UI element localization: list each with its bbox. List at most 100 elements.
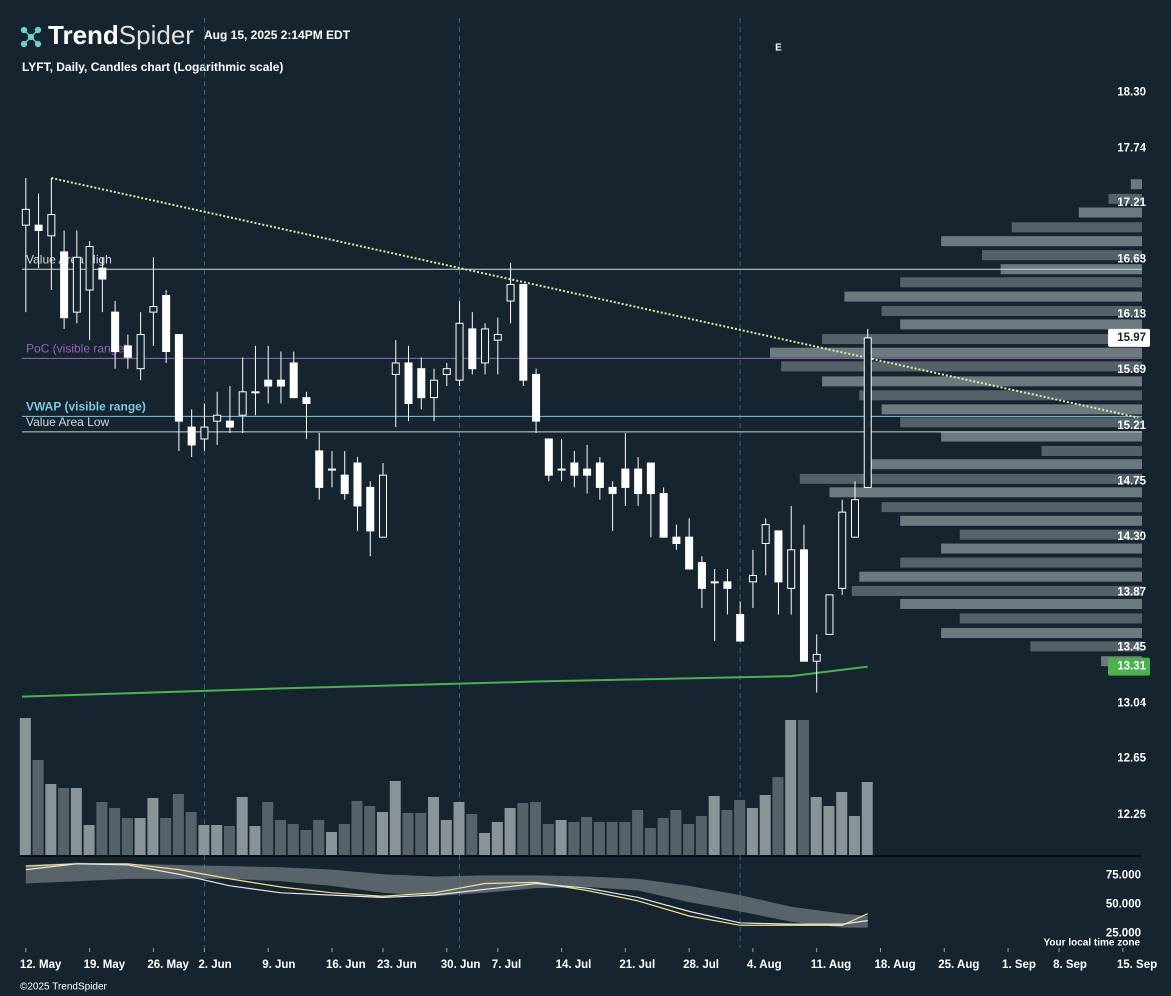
y-tick-label: 16.18 [1117,308,1146,320]
profile-bar [900,277,1142,288]
candle-body [34,224,43,231]
y-tick-label: 14.30 [1117,531,1146,543]
volume-bar [619,822,631,855]
candle-body [659,493,668,538]
candle-body [276,379,285,387]
candle-body [136,334,145,370]
candle-body [774,530,783,583]
x-tick-label: 2. Jun [198,959,231,971]
volume-bar [836,792,848,855]
candle-body [557,468,566,471]
candle-body [60,251,69,319]
candle-body [289,362,298,399]
profile-bar [941,431,1142,442]
volume-bar [415,813,427,855]
volume-bar [58,788,70,855]
profile-bar [1011,222,1142,233]
profile-bar [900,417,1142,428]
volume-bar [683,824,695,855]
candle-body [149,306,158,313]
x-tick-label: 14. Jul [556,959,592,971]
price-tag [1108,328,1150,347]
volume-bar [797,720,809,855]
y-tick-label: 13.87 [1117,586,1146,598]
profile-bar [959,613,1142,624]
volume-bar [810,797,822,855]
candle-body [544,438,553,476]
candle-body [111,311,120,353]
volume-bar [848,816,860,855]
candle-body [685,536,694,570]
volume-bar [453,802,465,855]
logo-icon [20,26,42,48]
y-tick-label: 15.69 [1117,364,1146,376]
profile-bar [859,571,1142,582]
profile-bar [900,319,1142,330]
volume-bar [19,718,31,855]
ma-tag [1108,657,1150,676]
candle-body [710,581,719,584]
candle-body [812,653,821,662]
y-tick-label: 12.26 [1117,809,1146,821]
candle-body [379,474,388,538]
candle-body [72,256,81,313]
osc-tick-label: 50.000 [1106,898,1141,910]
volume-bar [568,822,580,855]
candle-body [506,283,515,302]
profile-bar [859,390,1142,401]
candle-body [481,328,490,364]
event-marker: E [775,43,782,54]
profile-bar [822,334,1142,345]
candle-body [85,246,94,291]
x-tick-label: 18. Aug [874,959,915,971]
candle-body [340,474,349,495]
x-tick-label: 23. Jun [377,959,417,971]
brand-light: Spider [119,20,194,50]
profile-bar [1030,641,1142,652]
x-tick-label: 16. Jun [326,959,366,971]
candle-body [366,486,375,532]
brand: TrendSpider [48,20,194,50]
candle-body [736,613,745,642]
volume-bar [262,802,274,855]
profile-bar [900,557,1142,568]
candle-body [442,368,451,375]
x-tick-label: 26. May [147,959,189,971]
candle-body [21,208,30,226]
x-tick-label: 8. Sep [1053,959,1087,971]
level-label: Value Area Low [26,415,110,429]
volume-bar [249,826,261,855]
candle-body [264,379,273,387]
profile-bar [941,236,1142,247]
volume-bar [364,806,376,855]
candle-body [672,536,681,544]
profile-bar [900,515,1142,526]
volume-bar [670,810,682,855]
volume-bar [440,820,452,855]
candle-body [646,462,655,495]
candle-body [748,574,757,583]
candle-body [595,462,604,488]
volume-bar [389,781,401,855]
timestamp: Aug 15, 2025 2:14PM EDT [204,28,351,42]
candle-body [723,581,732,589]
candle-body [315,450,324,488]
footer: ©2025 TrendSpider [20,982,108,993]
candle-body [621,468,630,488]
x-tick-label: 21. Jul [619,959,655,971]
x-tick-label: 12. May [20,959,62,971]
volume-bar [402,813,414,855]
volume-bar [555,820,567,855]
profile-bar [1130,179,1142,190]
volume-bar [491,822,503,855]
volume-bar [734,800,746,855]
volume-bar [287,824,299,855]
candle-body [838,511,847,589]
candle-body [583,468,592,476]
candle-body [353,462,362,507]
volume-bar [644,828,656,855]
candle-body [391,362,400,375]
candle-body [200,426,209,440]
volume-bar [504,808,516,855]
profile-bar [881,306,1142,317]
